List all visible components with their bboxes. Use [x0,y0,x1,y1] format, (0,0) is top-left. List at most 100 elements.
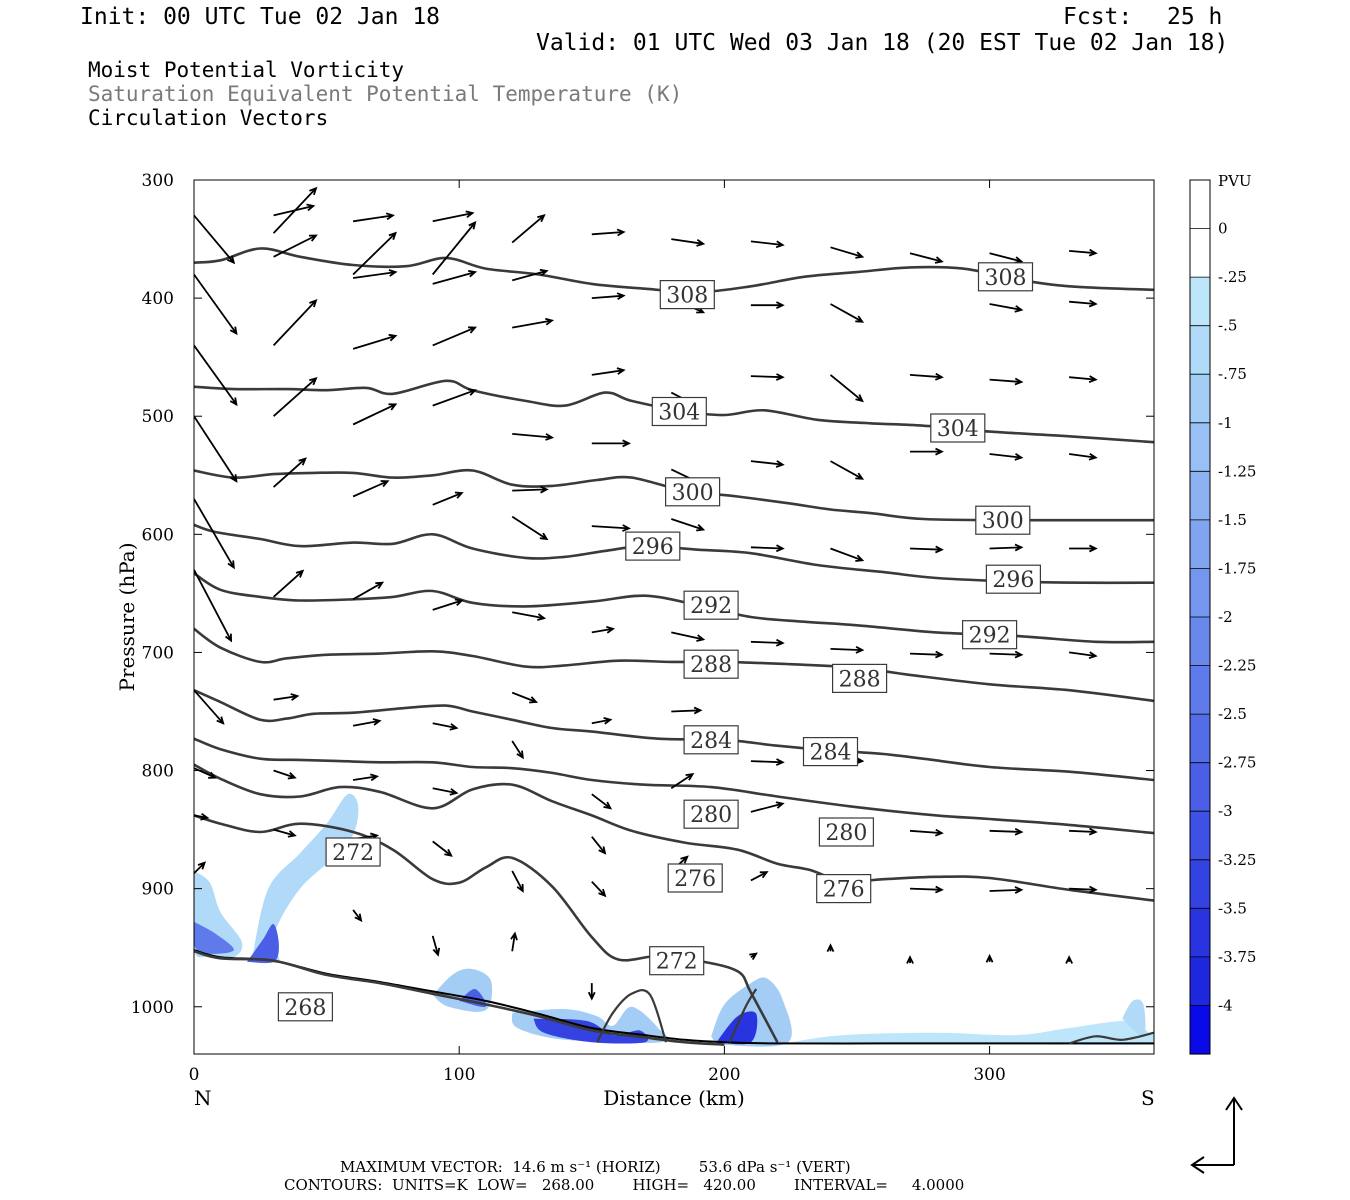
vector-arrow-81 [750,801,785,813]
contour-296 [194,523,1154,585]
contour-label-box-280-0 [683,799,739,829]
vector-arrow-36 [432,491,464,506]
contour-label-272-1: 272 [656,950,698,975]
x-tick-label-200: 200 [708,1065,740,1085]
vector-arrow-43 [511,268,549,282]
vector-arrow-40 [432,840,453,857]
vector-arrow-35 [432,388,478,407]
contour-268 [194,949,725,1046]
valid-time: Valid: 01 UTC Wed 03 Jan 18 (20 EST Tue … [536,30,1229,56]
colorbar-cell-17 [1190,1005,1210,1055]
vector-arrow-22 [352,231,397,276]
y-tick-label-900: 900 [142,880,174,900]
colorbar-cell-5 [1190,422,1210,472]
colorbar: 0 -.25 -.5 -.75 -1 -1.25 -1.5 -1.75 -2 -2.25 -2.5 -… [1189,179,1256,1055]
vector-arrow-105 [989,543,1024,552]
colorbar-cell-3 [1190,325,1210,375]
field-title-mpv: Moist Potential Vorticity [88,58,405,82]
vector-arrow-117 [1069,885,1098,894]
x-end-label-south: S [1141,1086,1155,1110]
contour-label-box-304-1 [930,413,986,443]
contour-label-box-276-1 [816,873,872,904]
vector-arrow-42 [511,214,546,244]
vector-arrow-53 [591,228,626,237]
vector-arrow-94 [909,372,944,381]
vector-arrow-114 [1069,544,1098,553]
vector-arrow-101 [989,252,1024,264]
vector-arrow-33 [432,220,477,276]
vector-arrow-45 [512,433,555,441]
footer-contours: CONTOURS: UNITS=K LOW= 268.00 HIGH= 420.… [284,1176,965,1194]
vector-arrow-112 [1069,375,1098,383]
contour-label-276-1: 276 [823,878,865,903]
contour-label-box-300-0 [664,477,721,507]
contour-label-288-0: 288 [690,653,732,678]
contour-label-300-0: 300 [672,481,714,506]
vector-arrow-56 [591,439,631,448]
vector-arrow-71 [670,772,695,790]
vector-arrow-98 [909,828,944,837]
contour-label-box-288-0 [683,649,739,679]
vector-arrow-107 [989,827,1024,836]
vector-arrow-99 [909,885,944,894]
vector-arrow-6 [194,689,225,725]
y-axis-title: Pressure (hPa) [115,543,139,692]
colorbar-label-13: -3.25 [1218,851,1256,869]
vector-arrow-69 [671,631,706,642]
fcst-label: Fcst: [1063,4,1133,30]
y-tick-label-400: 400 [142,289,174,309]
vector-arrow-21 [352,269,398,279]
contour-fragment-0 [596,989,668,1043]
field-title-vectors: Circulation Vectors [88,106,329,130]
x-tick-label-100: 100 [443,1065,475,1085]
vector-arrow-74 [750,240,785,249]
contour-label-284-1: 284 [810,741,852,766]
contour-label-308-1: 308 [985,266,1027,291]
vector-arrow-49 [511,691,539,704]
contour-label-box-272-0 [325,837,381,867]
colorbar-cell-9 [1190,617,1210,667]
colorbar-label-7: -1.75 [1218,559,1256,577]
contour-288 [194,627,1154,703]
contour-label-292-1: 292 [969,624,1011,649]
vector-arrow-89 [830,646,865,654]
vector-arrow-38 [432,722,459,731]
vector-arrow-25 [352,480,390,498]
vector-arrow-95 [910,447,944,456]
contour-label-box-292-1 [961,620,1018,650]
colorbar-cell-8 [1190,568,1210,618]
vector-arrow-27 [352,718,382,727]
colorbar-label-10: -2.5 [1218,705,1247,723]
vector-arrow-80 [750,758,785,766]
contour-label-296-1: 296 [992,568,1034,593]
reference-vector-icon [1190,1096,1243,1174]
contour-label-box-280-1 [818,817,875,847]
vector-arrow-16 [273,569,305,598]
vector-arrow-75 [750,301,785,310]
mpv-region-1 [194,921,234,954]
colorbar-cell-0 [1190,180,1210,230]
x-axis-title: Distance (km) [603,1086,745,1110]
contour-label-276-0: 276 [674,867,716,892]
vector-arrow-118 [1065,955,1074,964]
vector-arrow-85 [830,303,865,323]
colorbar-label-15: -3.75 [1218,948,1256,966]
vector-arrow-88 [830,547,865,562]
vector-arrow-7 [194,767,218,779]
contour-label-box-308-1 [977,262,1034,292]
colorbar-unit: PVU [1218,172,1252,190]
contour-fragment-2 [1068,1031,1154,1045]
contour-label-box-284-1 [802,736,859,767]
vector-arrow-96 [909,545,944,554]
contour-label-box-308-0 [659,280,715,310]
vector-arrow-50 [511,740,524,760]
colorbar-label-16: -4 [1218,996,1233,1014]
contour-label-box-292-0 [683,590,739,620]
vector-arrow-62 [591,880,607,898]
colorbar-label-5: -1.25 [1218,462,1256,480]
vector-arrow-57 [591,524,631,532]
vector-arrow-20 [352,212,395,223]
vector-arrow-17 [273,693,300,701]
footer-max-vector: MAXIMUM VECTOR: 14.6 m s⁻¹ (HORIZ) 53.6 … [340,1158,851,1176]
